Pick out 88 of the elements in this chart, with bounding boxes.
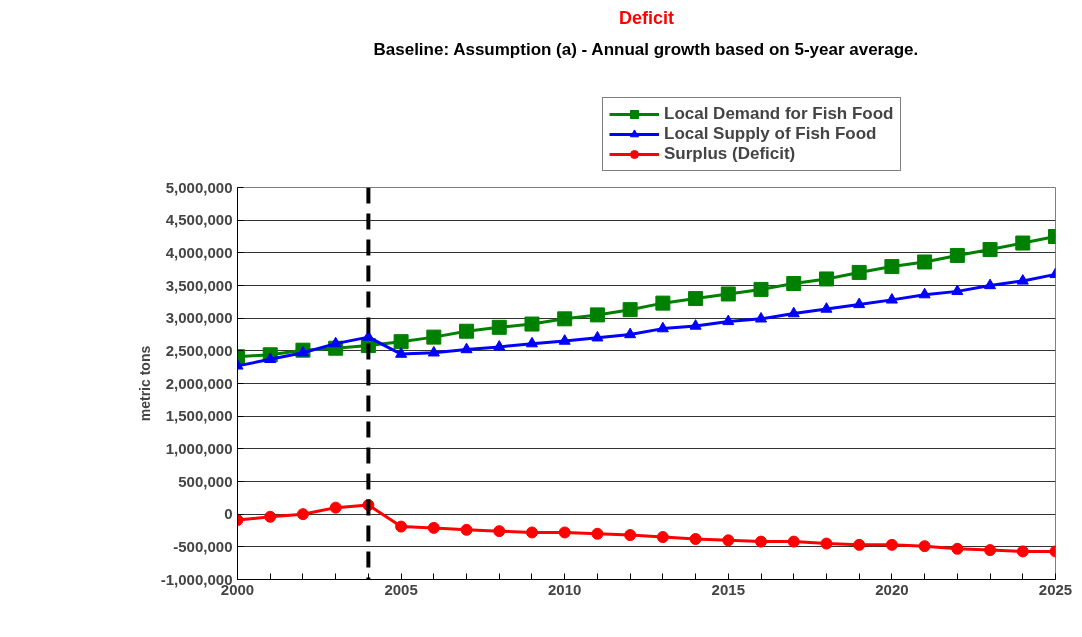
point [917, 254, 933, 270]
x-tick-label: 2025 [1038, 580, 1073, 598]
point [558, 334, 571, 345]
point [787, 306, 800, 318]
y-tick-label: -500,000 [173, 537, 233, 555]
point [524, 316, 540, 332]
point [885, 293, 898, 304]
point [395, 520, 408, 533]
point [525, 526, 538, 539]
y-tick-label: 0 [224, 505, 233, 523]
point [820, 302, 833, 313]
legend-label: Local Supply of Fish Food [664, 124, 877, 144]
point [818, 271, 834, 287]
chart-subtitle: Baseline: Assumption (a) - Annual growth based on 5-year average. [373, 39, 919, 59]
point [557, 311, 573, 327]
point [982, 242, 998, 258]
y-axis-title: metric tons [136, 345, 153, 422]
point [689, 319, 702, 330]
point [493, 525, 506, 538]
point [1016, 274, 1029, 285]
point [918, 540, 931, 553]
point [884, 259, 900, 275]
point [525, 336, 538, 348]
point [1016, 545, 1029, 558]
point [689, 533, 702, 545]
point [427, 345, 440, 357]
point [622, 302, 638, 318]
point [264, 352, 277, 363]
point [984, 544, 997, 557]
y-tick-label: 1,500,000 [165, 407, 233, 425]
point [591, 527, 604, 540]
point [591, 330, 604, 342]
point [426, 329, 442, 345]
point [460, 342, 473, 354]
point [656, 321, 669, 333]
point [755, 311, 768, 323]
point [786, 276, 802, 292]
point [787, 535, 800, 548]
point [459, 323, 475, 339]
y-tick-label: 5,000,000 [165, 178, 233, 196]
point [395, 347, 408, 358]
point [720, 286, 736, 302]
legend-label: Local Demand for Fish Food [664, 104, 894, 124]
point [755, 535, 768, 548]
point [951, 284, 964, 296]
x-tick-label: 2010 [548, 580, 582, 598]
point [624, 529, 637, 542]
y-tick-label: 4,500,000 [165, 211, 233, 229]
x-tick-label: 2015 [711, 580, 745, 598]
y-tick-label: 4,000,000 [165, 243, 233, 261]
x-tick-label: 2020 [875, 580, 909, 598]
y-tick-label: 1,000,000 [165, 439, 233, 457]
point [656, 531, 669, 544]
point [393, 334, 409, 350]
point [722, 314, 735, 326]
point [951, 542, 964, 555]
point [329, 501, 342, 514]
point [589, 307, 605, 323]
point [949, 247, 965, 263]
point [851, 264, 867, 280]
point [460, 523, 473, 536]
point [491, 319, 507, 335]
point [296, 508, 309, 521]
point [853, 538, 866, 551]
point [984, 278, 997, 290]
point [624, 327, 637, 339]
y-tick-label: 500,000 [178, 472, 233, 490]
point [427, 521, 440, 534]
point [753, 281, 769, 297]
y-tick-label: 3,500,000 [165, 276, 233, 294]
point [329, 336, 342, 348]
legend-label: Surplus (Deficit) [664, 144, 796, 164]
point [558, 526, 571, 539]
chart-title: Deficit [618, 7, 675, 28]
point [264, 510, 277, 523]
point [722, 534, 735, 547]
point [918, 287, 931, 299]
point [655, 295, 671, 311]
y-tick-label: 2,500,000 [165, 341, 233, 359]
y-tick-label: 3,000,000 [165, 309, 233, 327]
y-tick-label: 2,000,000 [165, 374, 233, 392]
x-tick-label: 2005 [384, 580, 418, 598]
point [1015, 235, 1031, 251]
point [885, 538, 898, 551]
point [853, 297, 866, 309]
point [820, 537, 833, 550]
point [688, 291, 704, 307]
point [493, 340, 506, 351]
